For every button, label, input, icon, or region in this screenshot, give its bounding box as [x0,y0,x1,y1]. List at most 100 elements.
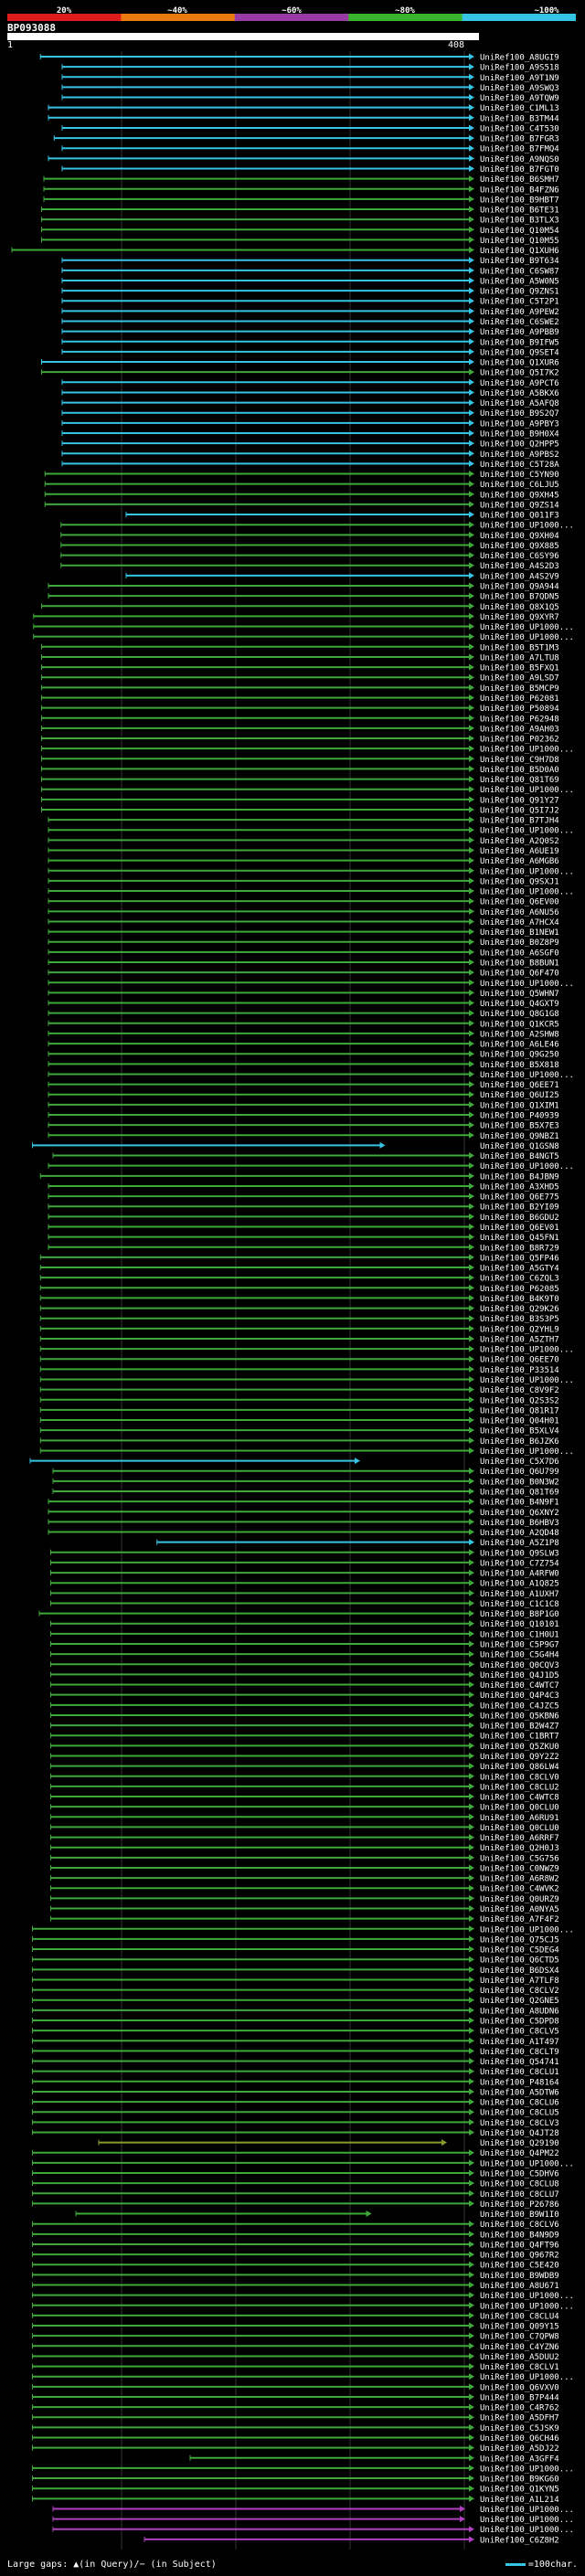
hit-label[interactable]: UniRef100_B5X7E3 [480,1122,559,1131]
hit-label[interactable]: UniRef100_B2W4Z7 [480,1723,559,1732]
hit-label[interactable]: UniRef100_A9TQW9 [480,94,559,103]
hit-label[interactable]: UniRef100_A9PEW2 [480,308,559,317]
hit-label[interactable]: UniRef100_A5DUU2 [480,2353,559,2362]
hit-label[interactable]: UniRef100_B5D0A0 [480,766,559,775]
hit-label[interactable]: UniRef100_B9W1I0 [480,2210,559,2220]
hit-label[interactable]: UniRef100_C7QPW8 [480,2333,559,2342]
hit-label[interactable]: UniRef100_C8CLV6 [480,2221,559,2230]
hit-label[interactable]: UniRef100_A5AFQ8 [480,399,559,408]
hit-label[interactable]: UniRef100_B3S3P5 [480,1315,559,1324]
hit-label[interactable]: UniRef100_C8CLU7 [480,2190,559,2200]
hit-label[interactable]: UniRef100_Q29K26 [480,1305,559,1314]
hit-label[interactable]: UniRef100_Q75CJ5 [480,1935,559,1945]
hit-label[interactable]: UniRef100_A7F4F2 [480,1915,559,1924]
hit-label[interactable]: UniRef100_A3XHD5 [480,1182,559,1192]
hit-label[interactable]: UniRef100_C8CLV2 [480,1987,559,1996]
hit-label[interactable]: UniRef100_Q967R2 [480,2252,559,2261]
hit-label[interactable]: UniRef100_C5DEG4 [480,1946,559,1956]
hit-label[interactable]: UniRef100_A6SGF0 [480,949,559,958]
hit-label[interactable]: UniRef100_C4T530 [480,124,559,133]
hit-label[interactable]: UniRef100_C5YN90 [480,471,559,480]
hit-label[interactable]: UniRef100_B4FZN6 [480,186,559,195]
hit-label[interactable]: UniRef100_P62085 [480,1285,559,1294]
hit-label[interactable]: UniRef100_C5G4H4 [480,1651,559,1660]
hit-label[interactable]: UniRef100_Q10101 [480,1620,559,1629]
hit-label[interactable]: UniRef100_UP1000... [480,1376,574,1385]
hit-label[interactable]: UniRef100_B5MCP9 [480,684,559,694]
hit-label[interactable]: UniRef100_Q4FT96 [480,2241,559,2250]
hit-label[interactable]: UniRef100_B6GDU2 [480,1214,559,1223]
hit-label[interactable]: UniRef100_Q4J1D5 [480,1671,559,1680]
hit-label[interactable]: UniRef100_C8CLU4 [480,2312,559,2321]
hit-label[interactable]: UniRef100_Q86LW4 [480,1763,559,1772]
hit-label[interactable]: UniRef100_UP1000... [480,1447,574,1457]
hit-label[interactable]: UniRef100_A7LTU8 [480,653,559,663]
hit-label[interactable]: UniRef100_Q0URZ9 [480,1895,559,1904]
hit-label[interactable]: UniRef100_B4N9D9 [480,2231,559,2240]
hit-label[interactable]: UniRef100_UP1000... [480,1346,574,1355]
hit-label[interactable]: UniRef100_UP1000... [480,2465,574,2474]
hit-label[interactable]: UniRef100_Q9ZS14 [480,501,559,510]
hit-label[interactable]: UniRef100_UP1000... [480,522,574,531]
hit-label[interactable]: UniRef100_Q4PM22 [480,2149,559,2158]
hit-label[interactable]: UniRef100_Q9NBZ1 [480,1132,559,1141]
hit-label[interactable]: UniRef100_B9T634 [480,257,559,266]
hit-label[interactable]: UniRef100_A6LE46 [480,1041,559,1050]
hit-label[interactable]: UniRef100_B9H0X4 [480,429,559,439]
hit-label[interactable]: UniRef100_B6JZK6 [480,1437,559,1447]
hit-label[interactable]: UniRef100_C8CLV1 [480,2363,559,2372]
hit-label[interactable]: UniRef100_C6SY96 [480,552,559,561]
hit-label[interactable]: UniRef100_B7P444 [480,2393,559,2402]
hit-label[interactable]: UniRef100_A5GTY4 [480,1265,559,1274]
hit-label[interactable]: UniRef100_C6SW87 [480,267,559,276]
hit-label[interactable]: UniRef100_A6UE19 [480,847,559,856]
hit-label[interactable]: UniRef100_B9S2Q7 [480,409,559,419]
hit-label[interactable]: UniRef100_Q6F470 [480,970,559,979]
hit-label[interactable]: UniRef100_C8CLU2 [480,1783,559,1792]
hit-label[interactable]: UniRef100_Q9ZNS1 [480,288,559,297]
hit-label[interactable]: UniRef100_B6SMH7 [480,175,559,185]
hit-label[interactable]: UniRef100_A4RFW0 [480,1570,559,1579]
hit-label[interactable]: UniRef100_Q1XUH6 [480,247,559,256]
hit-label[interactable]: UniRef100_A1Q825 [480,1580,559,1589]
hit-label[interactable]: UniRef100_UP1000... [480,2302,574,2311]
hit-label[interactable]: UniRef100_B0Z8P9 [480,938,559,948]
hit-label[interactable]: UniRef100_Q6EV00 [480,898,559,907]
hit-label[interactable]: UniRef100_C8CLU5 [480,2109,559,2118]
hit-label[interactable]: UniRef100_A6RU91 [480,1814,559,1823]
hit-label[interactable]: UniRef100_UP1000... [480,1162,574,1171]
hit-label[interactable]: UniRef100_A4S2D3 [480,562,559,571]
hit-label[interactable]: UniRef100_A5ZTH7 [480,1335,559,1344]
hit-label[interactable]: UniRef100_B4N9F1 [480,1499,559,1508]
hit-label[interactable]: UniRef100_A6NU56 [480,908,559,917]
hit-label[interactable]: UniRef100_Q9XH04 [480,532,559,541]
hit-label[interactable]: UniRef100_C1C1C8 [480,1600,559,1609]
hit-label[interactable]: UniRef100_B8P1G0 [480,1610,559,1619]
hit-label[interactable]: UniRef100_C7Z754 [480,1559,559,1568]
hit-label[interactable]: UniRef100_UP1000... [480,786,574,795]
hit-label[interactable]: UniRef100_A9PBY3 [480,419,559,429]
hit-label[interactable]: UniRef100_Q81T69 [480,1488,559,1497]
hit-label[interactable]: UniRef100_Q9A944 [480,583,559,592]
hit-label[interactable]: UniRef100_Q2YHL9 [480,1325,559,1334]
hit-label[interactable]: UniRef100_Q9XH45 [480,491,559,500]
hit-label[interactable]: UniRef100_B7FGR3 [480,135,559,144]
hit-label[interactable]: UniRef100_B9WDB9 [480,2272,559,2281]
hit-label[interactable]: UniRef100_Q10M55 [480,237,559,246]
hit-label[interactable]: UniRef100_Q6EV01 [480,1224,559,1233]
hit-label[interactable]: UniRef100_Q04H01 [480,1417,559,1426]
hit-label[interactable]: UniRef100_B2YI09 [480,1203,559,1213]
hit-label[interactable]: UniRef100_A1L214 [480,2496,559,2505]
hit-label[interactable]: UniRef100_A7TLF8 [480,1977,559,1986]
hit-label[interactable]: UniRef100_C5T2P1 [480,298,559,307]
hit-label[interactable]: UniRef100_A3GFF4 [480,2454,559,2464]
hit-label[interactable]: UniRef100_A9S518 [480,64,559,73]
hit-label[interactable]: UniRef100_C4YZN6 [480,2343,559,2352]
hit-label[interactable]: UniRef100_P62948 [480,715,559,724]
hit-label[interactable]: UniRef100_C8CLU6 [480,2099,559,2108]
hit-label[interactable]: UniRef100_C1BRT7 [480,1733,559,1742]
hit-label[interactable]: UniRef100_B4K9T0 [480,1295,559,1304]
hit-label[interactable]: UniRef100_B5T1M3 [480,643,559,652]
hit-label[interactable]: UniRef100_UP1000... [480,2292,574,2301]
hit-label[interactable]: UniRef100_A5DFH7 [480,2414,559,2423]
